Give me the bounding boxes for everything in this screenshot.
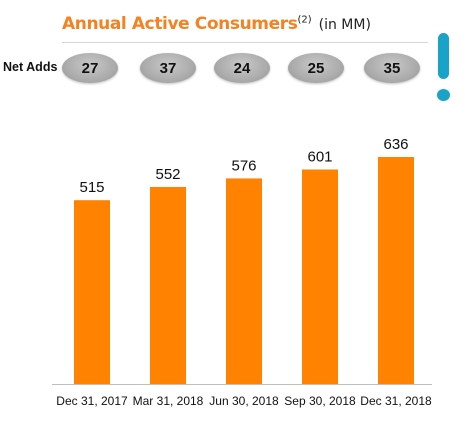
- title-divider: [62, 42, 428, 43]
- net-adds-label: Net Adds: [3, 60, 58, 74]
- x-tick-label: Sep 30, 2018: [284, 394, 356, 408]
- x-tick-label: Mar 31, 2018: [133, 394, 204, 408]
- bar-value-label: 515: [79, 179, 104, 196]
- bar: [302, 169, 338, 384]
- bar-value-label: 601: [307, 148, 332, 165]
- title-footnote-marker: (2): [297, 14, 312, 26]
- bar: [378, 157, 414, 384]
- bar: [74, 200, 110, 384]
- bar-value-label: 636: [383, 136, 408, 153]
- chart-title: Annual Active Consumers: [62, 14, 298, 34]
- x-tick-label: Jun 30, 2018: [209, 394, 279, 408]
- bar: [226, 178, 262, 384]
- net-adds-pill: 35: [364, 53, 420, 83]
- net-adds-pill: 25: [288, 53, 344, 83]
- bar-value-label: 552: [155, 166, 180, 183]
- bar: [150, 186, 186, 384]
- net-adds-pill: 27: [62, 53, 118, 83]
- x-tick-label: Dec 31, 2017: [56, 394, 128, 408]
- bar-value-label: 576: [231, 157, 256, 174]
- net-adds-pill: 37: [140, 53, 196, 83]
- chart-title-group: Annual Active Consumers(2) (in MM): [62, 14, 371, 34]
- x-tick-label: Dec 31, 2018: [360, 394, 432, 408]
- net-adds-pill: 24: [214, 53, 270, 83]
- unit-label: (in MM): [318, 17, 371, 33]
